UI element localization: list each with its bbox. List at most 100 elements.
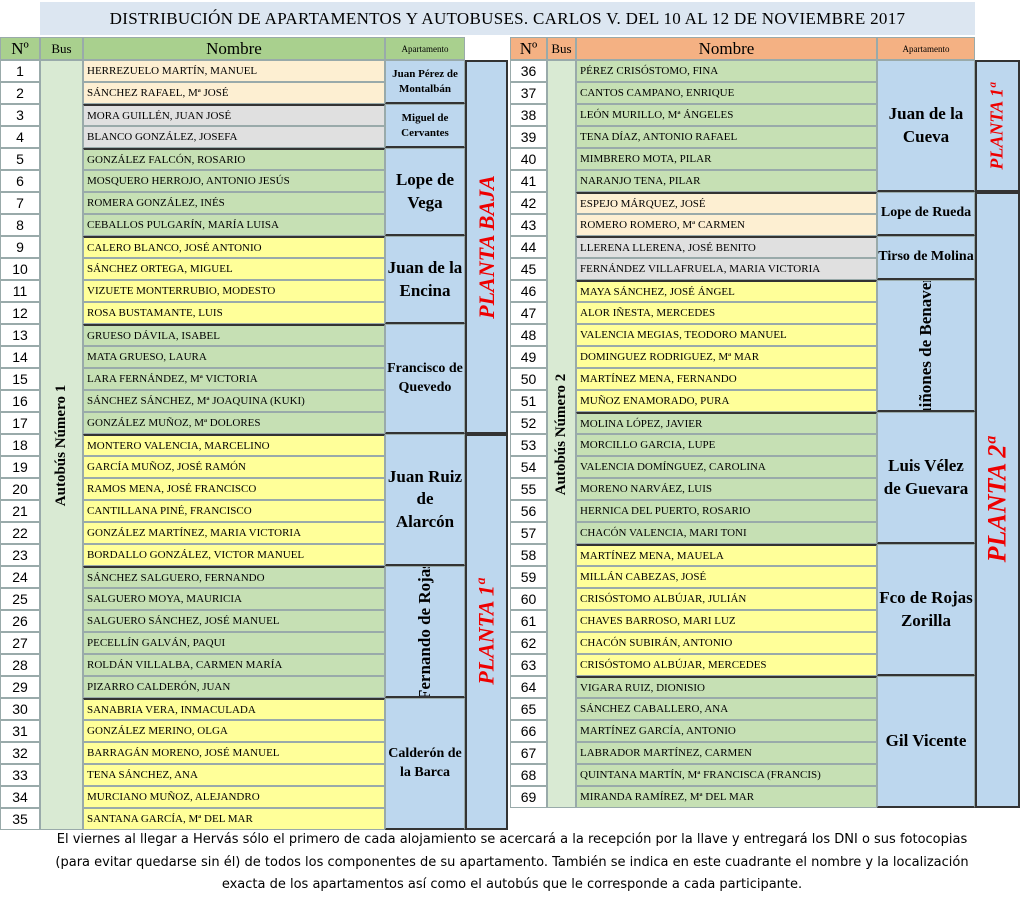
row-number: 62 bbox=[510, 632, 547, 654]
row-number: 47 bbox=[510, 302, 547, 324]
participant-name-text: MARTÍNEZ MENA, FERNANDO bbox=[580, 373, 737, 385]
row-number: 38 bbox=[510, 104, 547, 126]
row-number: 58 bbox=[510, 544, 547, 566]
participant-name-text: GONZÁLEZ MERINO, OLGA bbox=[87, 725, 228, 737]
planta-label: PLANTA 2ª bbox=[975, 192, 1020, 808]
row-number: 16 bbox=[0, 390, 40, 412]
participant-name-text: MATA GRUESO, LAURA bbox=[87, 351, 207, 363]
participant-name: CRISÓSTOMO ALBÚJAR, JULIÁN bbox=[576, 588, 877, 610]
row-number: 53 bbox=[510, 434, 547, 456]
participant-name: BLANCO GONZÁLEZ, JOSEFA bbox=[83, 126, 385, 148]
participant-name: SÁNCHEZ RAFAEL, Mª JOSÉ bbox=[83, 82, 385, 104]
row-number: 61 bbox=[510, 610, 547, 632]
participant-name: BORDALLO GONZÁLEZ, VICTOR MANUEL bbox=[83, 544, 385, 566]
apartment-name-text: Miguel de Cervantes bbox=[401, 112, 449, 139]
participant-name-text: MOSQUERO HERROJO, ANTONIO JESÚS bbox=[87, 175, 290, 187]
participant-name: ALOR IÑESTA, MERCEDES bbox=[576, 302, 877, 324]
row-number: 37 bbox=[510, 82, 547, 104]
participant-name-text: MURCIANO MUÑOZ, ALEJANDRO bbox=[87, 791, 260, 803]
participant-name-text: TENA SÁNCHEZ, ANA bbox=[87, 769, 198, 781]
participant-name: PECELLÍN GALVÁN, PAQUI bbox=[83, 632, 385, 654]
participant-name: CALERO BLANCO, JOSÉ ANTONIO bbox=[83, 236, 385, 258]
row-number: 54 bbox=[510, 456, 547, 478]
row-number: 12 bbox=[0, 302, 40, 324]
row-number: 57 bbox=[510, 522, 547, 544]
participant-name-text: GARCÍA MUÑOZ, JOSÉ RAMÓN bbox=[87, 461, 246, 473]
apartment-name: Fco de Rojas Zorilla bbox=[877, 544, 975, 676]
participant-name: MORCILLO GARCIA, LUPE bbox=[576, 434, 877, 456]
participant-name: MOLINA LÓPEZ, JAVIER bbox=[576, 412, 877, 434]
row-number: 66 bbox=[510, 720, 547, 742]
participant-name-text: CHACÓN SUBIRÁN, ANTONIO bbox=[580, 637, 733, 649]
apartment-name: Tirso de Molina bbox=[877, 236, 975, 280]
participant-name: GONZÁLEZ MARTÍNEZ, MARIA VICTORIA bbox=[83, 522, 385, 544]
participant-name: QUINTANA MARTÍN, Mª FRANCISCA (FRANCIS) bbox=[576, 764, 877, 786]
participant-name: MARTÍNEZ MENA, FERNANDO bbox=[576, 368, 877, 390]
apartment-name: Gil Vicente bbox=[877, 676, 975, 808]
row-number: 23 bbox=[0, 544, 40, 566]
apartment-name-text: Fernando de Rojas bbox=[414, 566, 434, 698]
row-number: 65 bbox=[510, 698, 547, 720]
participant-name: SÁNCHEZ ORTEGA, MIGUEL bbox=[83, 258, 385, 280]
participant-name: MATA GRUESO, LAURA bbox=[83, 346, 385, 368]
page-title: DISTRIBUCIÓN DE APARTAMENTOS Y AUTOBUSES… bbox=[40, 2, 975, 35]
participant-name-text: MARTÍNEZ GARCÍA, ANTONIO bbox=[580, 725, 736, 737]
apartment-name-text: Fco de Rojas Zorilla bbox=[879, 588, 973, 630]
row-number: 17 bbox=[0, 412, 40, 434]
participant-name-text: SÁNCHEZ CABALLERO, ANA bbox=[580, 703, 729, 715]
participant-name: MORENO NARVÁEZ, LUIS bbox=[576, 478, 877, 500]
apartment-name-text: Lope de Vega bbox=[395, 170, 455, 212]
row-number: 31 bbox=[0, 720, 40, 742]
participant-name: LARA FERNÁNDEZ, Mª VICTORIA bbox=[83, 368, 385, 390]
participant-name-text: VALENCIA MEGIAS, TEODORO MANUEL bbox=[580, 329, 787, 341]
header-num-text: Nº bbox=[519, 38, 538, 58]
row-number: 68 bbox=[510, 764, 547, 786]
participant-name: MARTÍNEZ MENA, MAUELA bbox=[576, 544, 877, 566]
participant-name-text: GRUESO DÁVILA, ISABEL bbox=[87, 329, 220, 342]
header-name-text: Nombre bbox=[698, 38, 755, 58]
header-apartment-text: Apartamento bbox=[902, 43, 950, 54]
row-number: 13 bbox=[0, 324, 40, 346]
apartment-name: Juan Ruiz de Alarcón bbox=[385, 434, 465, 566]
apartment-name-text: Gil Vicente bbox=[885, 731, 967, 751]
participant-name-text: MIRANDA RAMÍREZ, Mª DEL MAR bbox=[580, 791, 755, 803]
participant-name: CHAVES BARROSO, MARI LUZ bbox=[576, 610, 877, 632]
apartment-name: Quiñones de Benavente bbox=[877, 280, 975, 412]
row-number: 6 bbox=[0, 170, 40, 192]
bus-label: Autobús Número 2 bbox=[547, 60, 576, 808]
participant-name-text: BLANCO GONZÁLEZ, JOSEFA bbox=[87, 131, 238, 143]
header-bus: Bus bbox=[547, 37, 576, 60]
participant-name-text: SÁNCHEZ ORTEGA, MIGUEL bbox=[87, 263, 233, 275]
participant-name: HERNICA DEL PUERTO, ROSARIO bbox=[576, 500, 877, 522]
participant-name: SALGUERO SÁNCHEZ, JOSÉ MANUEL bbox=[83, 610, 385, 632]
row-number: 50 bbox=[510, 368, 547, 390]
participant-name: LABRADOR MARTÍNEZ, CARMEN bbox=[576, 742, 877, 764]
row-number: 60 bbox=[510, 588, 547, 610]
apartment-name-text: Francisco de Quevedo bbox=[387, 361, 463, 395]
participant-name: MAYA SÁNCHEZ, JOSÉ ÁNGEL bbox=[576, 280, 877, 302]
participant-name: ROLDÁN VILLALBA, CARMEN MARÍA bbox=[83, 654, 385, 676]
participant-name: MOSQUERO HERROJO, ANTONIO JESÚS bbox=[83, 170, 385, 192]
row-number: 32 bbox=[0, 742, 40, 764]
apartment-name-text: Calderón de la Barca bbox=[388, 746, 462, 780]
participant-name-text: VIGARA RUIZ, DIONISIO bbox=[580, 681, 705, 694]
bus-label-text: Autobús Número 1 bbox=[53, 384, 69, 506]
participant-name: PIZARRO CALDERÓN, JUAN bbox=[83, 676, 385, 698]
participant-name-text: BORDALLO GONZÁLEZ, VICTOR MANUEL bbox=[87, 549, 305, 561]
participant-name-text: PÉREZ CRISÓSTOMO, FINA bbox=[580, 65, 719, 77]
participant-name-text: CRISÓSTOMO ALBÚJAR, JULIÁN bbox=[580, 593, 747, 605]
participant-name-text: MONTERO VALENCIA, MARCELINO bbox=[87, 439, 270, 452]
participant-name-text: LEÓN MURILLO, Mª ÁNGELES bbox=[580, 109, 734, 121]
row-number: 42 bbox=[510, 192, 547, 214]
participant-name-text: ROMERO ROMERO, Mª CARMEN bbox=[580, 219, 745, 231]
row-number: 28 bbox=[0, 654, 40, 676]
participant-name: GRUESO DÁVILA, ISABEL bbox=[83, 324, 385, 346]
row-number: 52 bbox=[510, 412, 547, 434]
participant-name-text: ROMERA GONZÁLEZ, INÉS bbox=[87, 197, 225, 209]
row-number: 45 bbox=[510, 258, 547, 280]
participant-name: GONZÁLEZ FALCÓN, ROSARIO bbox=[83, 148, 385, 170]
participant-name: SANTANA GARCÍA, Mª DEL MAR bbox=[83, 808, 385, 830]
apartment-name: Juan de la Encina bbox=[385, 236, 465, 324]
participant-name: CHACÓN VALENCIA, MARI TONI bbox=[576, 522, 877, 544]
planta-label-text: PLANTA 2ª bbox=[982, 437, 1012, 563]
